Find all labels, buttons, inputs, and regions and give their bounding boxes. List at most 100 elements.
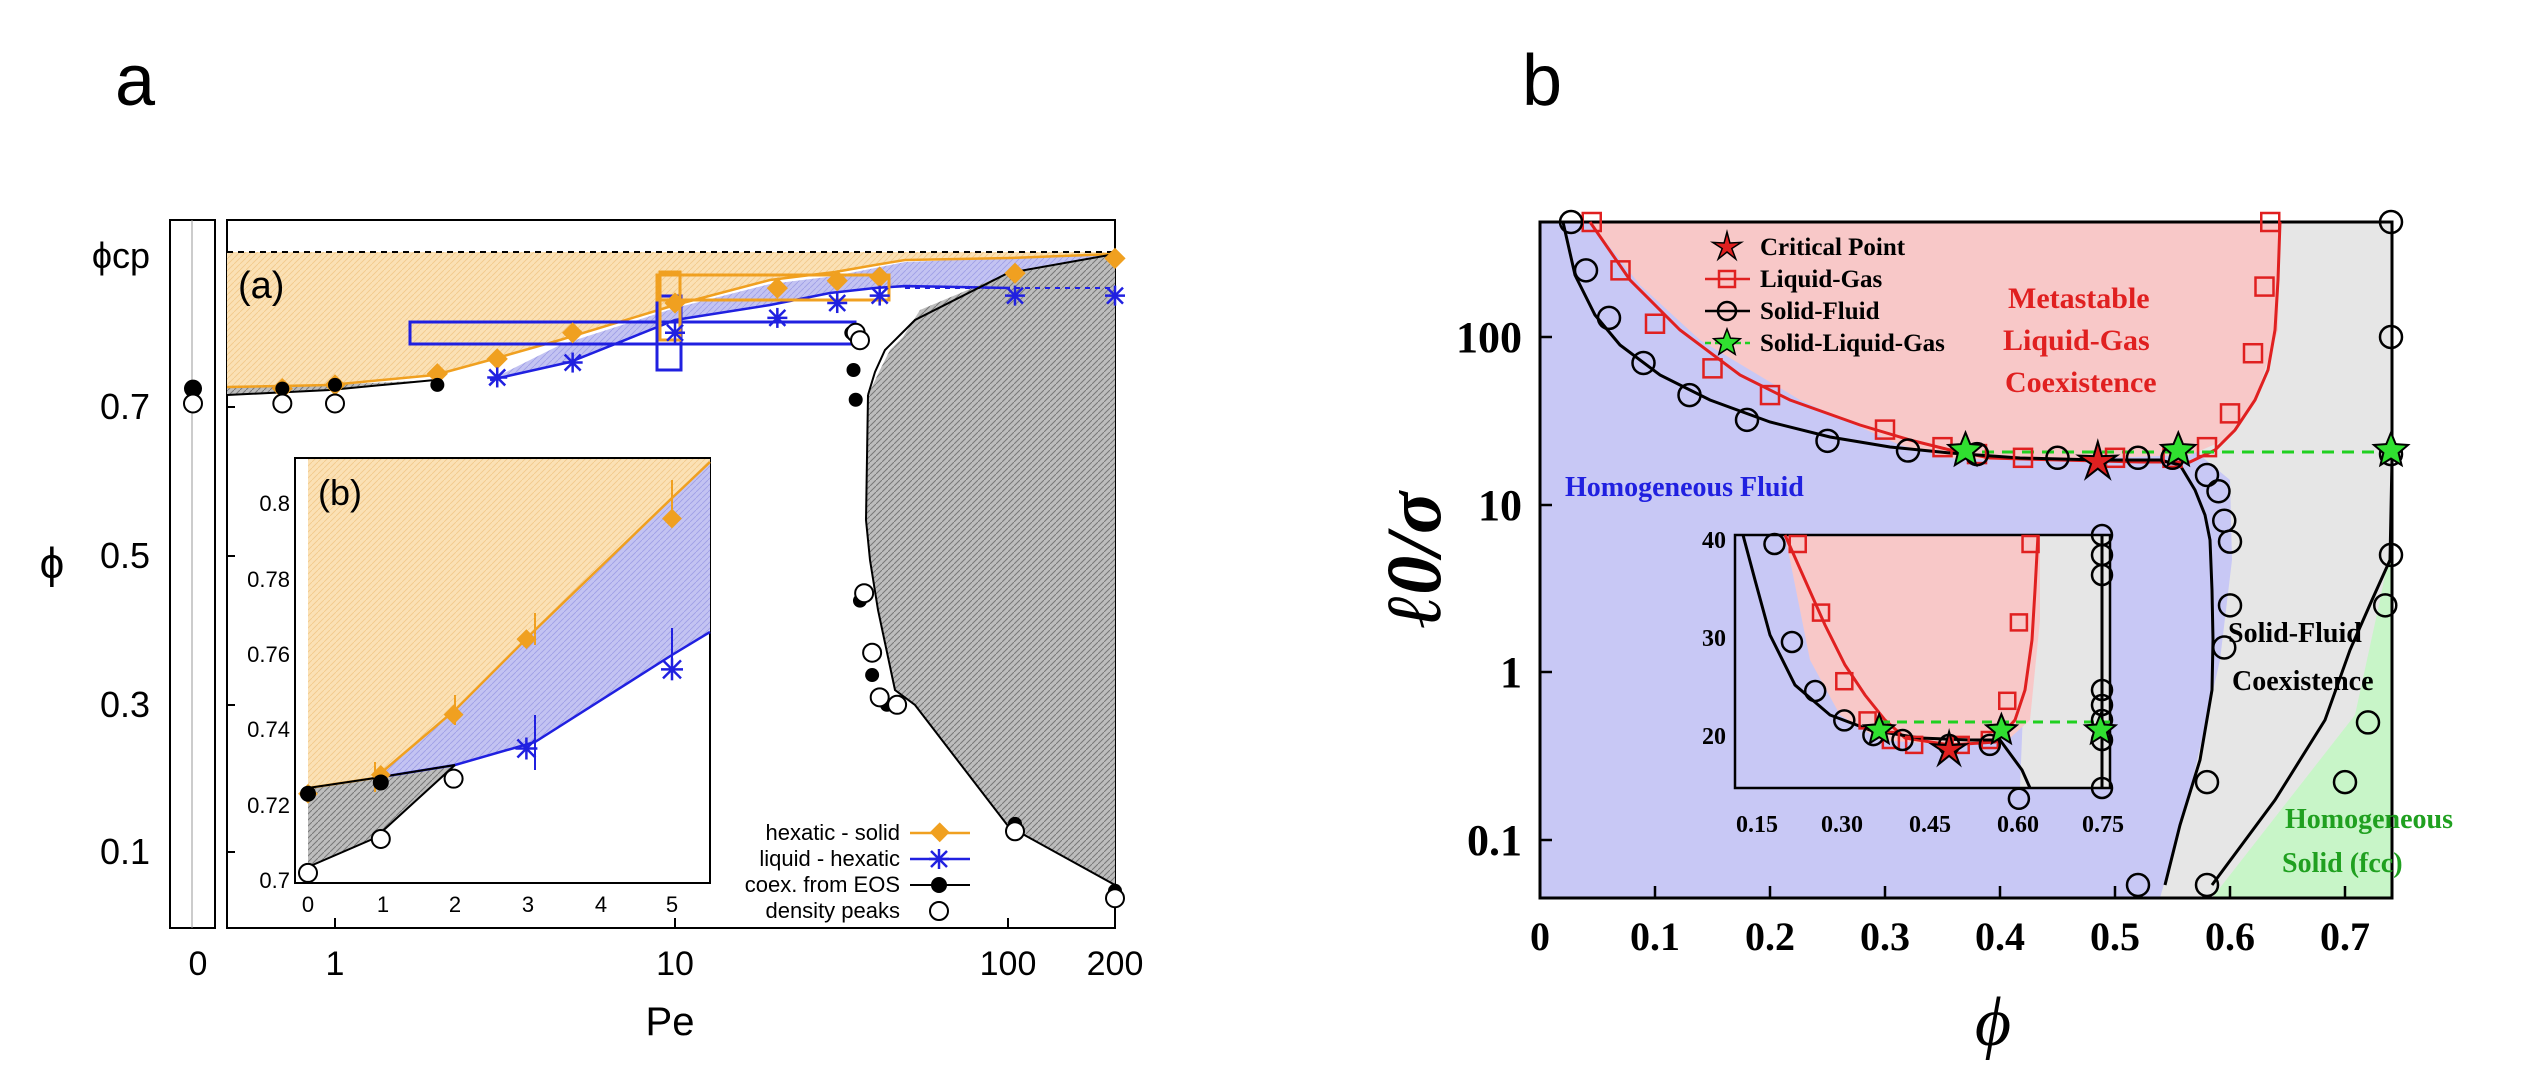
legend-label: Critical Point xyxy=(1760,234,1906,261)
y-special-tick: ϕcp xyxy=(92,235,150,276)
coex-eos-point xyxy=(847,363,861,377)
panel-b: b 0.15 0.30 xyxy=(1370,41,2453,1061)
inset-y-tick: 0.7 xyxy=(259,868,290,893)
y-tick-label: 1 xyxy=(1500,648,1522,697)
x-tick-label: 0 xyxy=(1530,914,1550,959)
y-tick-label: 10 xyxy=(1478,481,1522,530)
y-tick-label: 0.1 xyxy=(100,831,150,872)
panel-a: a 0 1 xyxy=(40,41,1144,1044)
density-peak-point xyxy=(863,644,881,662)
inset-y-tick: 0.78 xyxy=(247,567,290,592)
x-tick-label: 10 xyxy=(656,945,694,983)
inset-y-tick: 0.76 xyxy=(247,642,290,667)
x-tick-label: 0.2 xyxy=(1745,914,1795,959)
pe0-open-point xyxy=(184,394,202,412)
density-peak-point xyxy=(855,584,873,602)
inset-x-tick: 4 xyxy=(595,892,607,917)
panel-a-y-ticks: 0.1 0.3 0.5 0.7 ϕcp xyxy=(92,235,150,872)
liquid-hexatic-point xyxy=(870,286,890,306)
density-peak-point xyxy=(326,394,344,412)
coex-eos-point xyxy=(328,378,342,392)
metastable-label: Coexistence xyxy=(2005,366,2157,399)
inset-x-tick: 5 xyxy=(666,892,678,917)
panel-b-xlabel: ϕ xyxy=(1975,984,2011,1061)
coex-eos-point xyxy=(430,378,444,392)
coex-eos-point xyxy=(849,393,863,407)
legend-label: liquid - hexatic xyxy=(759,846,900,871)
legend-label: coex. from EOS xyxy=(745,872,900,897)
y-tick-label: 0.3 xyxy=(100,684,150,725)
metastable-label: Metastable xyxy=(2008,282,2150,315)
panel-b-x-ticks: 0 0.1 0.2 0.3 0.4 0.5 0.6 0.7 xyxy=(1530,914,2370,959)
legend-label: hexatic - solid xyxy=(765,820,900,845)
x-tick-label: 0.3 xyxy=(1860,914,1910,959)
panel-a-x-ticks: 0 1 10 100 200 xyxy=(189,945,1144,983)
legend-label: Solid-Liquid-Gas xyxy=(1760,330,1945,357)
inset-liquid-hexatic-point xyxy=(515,738,537,760)
panel-a-sublabel: (a) xyxy=(238,265,284,307)
metastable-label: Liquid-Gas xyxy=(2003,324,2150,357)
x-tick-label: 0.7 xyxy=(2320,914,2370,959)
y-tick-label: 0.7 xyxy=(100,386,150,427)
liquid-hexatic-point xyxy=(487,367,507,387)
panel-a-legend: hexatic - solid liquid - hexatic coex. f… xyxy=(745,820,970,923)
inset-coex-eos-point xyxy=(300,786,316,802)
x-tick-label: 1 xyxy=(326,945,345,983)
inset-x-tick: 0.30 xyxy=(1821,812,1863,838)
inset-a-y-ticks: 0.7 0.72 0.74 0.76 0.78 0.8 xyxy=(247,491,290,893)
liquid-hexatic-point xyxy=(767,308,787,328)
x-tick-label: 0.5 xyxy=(2090,914,2140,959)
panel-b-y-ticks: 0.1 1 10 100 xyxy=(1456,313,1522,865)
inset-x-tick: 3 xyxy=(522,892,534,917)
density-peak-point xyxy=(1106,889,1124,907)
panel-a-label: a xyxy=(115,41,156,121)
homogeneous-solid-label: Homogeneous xyxy=(2285,804,2453,835)
density-peak-point xyxy=(871,688,889,706)
region-gray-right xyxy=(866,254,1115,885)
inset-x-tick: 1 xyxy=(377,892,389,917)
homogeneous-fluid-label: Homogeneous Fluid xyxy=(1565,472,1804,503)
x-tick-label: 0.1 xyxy=(1630,914,1680,959)
density-peak-point xyxy=(273,394,291,412)
panel-a-inset: (b) 0 1 2 3 4 5 0.7 0.72 0.74 0.76 0.78 … xyxy=(247,458,710,917)
inset-x-tick: 0.60 xyxy=(1997,812,2039,838)
inset-a-x-ticks: 0 1 2 3 4 5 xyxy=(302,892,678,917)
inset-y-tick: 0.74 xyxy=(247,717,290,742)
inset-x-tick: 0.15 xyxy=(1736,812,1778,838)
liquid-hexatic-point xyxy=(1005,286,1025,306)
coex-eos-point xyxy=(865,668,879,682)
inset-density-peak-point xyxy=(372,830,390,848)
x-tick-label: 0.6 xyxy=(2205,914,2255,959)
inset-y-tick: 30 xyxy=(1702,626,1726,652)
inset-x-tick: 0.75 xyxy=(2082,812,2124,838)
inset-density-peak-point xyxy=(299,864,317,882)
inset-x-tick: 0.45 xyxy=(1909,812,1951,838)
density-peak-point xyxy=(888,696,906,714)
inset-y-tick: 40 xyxy=(1702,528,1726,554)
inset-x-tick: 0 xyxy=(302,892,314,917)
legend-label: Solid-Fluid xyxy=(1760,298,1880,325)
inset-x-tick: 2 xyxy=(449,892,461,917)
legend-label: Liquid-Gas xyxy=(1760,266,1883,293)
inset-density-peak-point xyxy=(445,770,463,788)
solid-fluid-label: Solid-Fluid xyxy=(2228,618,2362,649)
x-tick-label: 0 xyxy=(189,945,208,983)
panel-b-ylabel: ℓ0/σ xyxy=(1370,490,1457,628)
inset-liquid-hexatic-point xyxy=(661,658,683,680)
inset-a-sublabel: (b) xyxy=(318,472,362,513)
homogeneous-solid-label: Solid (fcc) xyxy=(2282,848,2403,879)
inset-y-tick: 0.8 xyxy=(259,491,290,516)
x-tick-label: 0.4 xyxy=(1975,914,2025,959)
density-peak-point xyxy=(851,331,869,349)
liquid-hexatic-point xyxy=(563,353,583,373)
legend-label: density peaks xyxy=(765,898,900,923)
inset-y-tick: 20 xyxy=(1702,724,1726,750)
panel-b-label: b xyxy=(1522,41,1562,121)
panel-a-xlabel: Pe xyxy=(646,1000,695,1044)
y-tick-label: 0.1 xyxy=(1467,816,1522,865)
x-tick-label: 200 xyxy=(1087,945,1144,983)
y-tick-label: 100 xyxy=(1456,313,1522,362)
liquid-hexatic-point xyxy=(665,323,685,343)
panel-a-ylabel: ϕ xyxy=(40,539,65,588)
